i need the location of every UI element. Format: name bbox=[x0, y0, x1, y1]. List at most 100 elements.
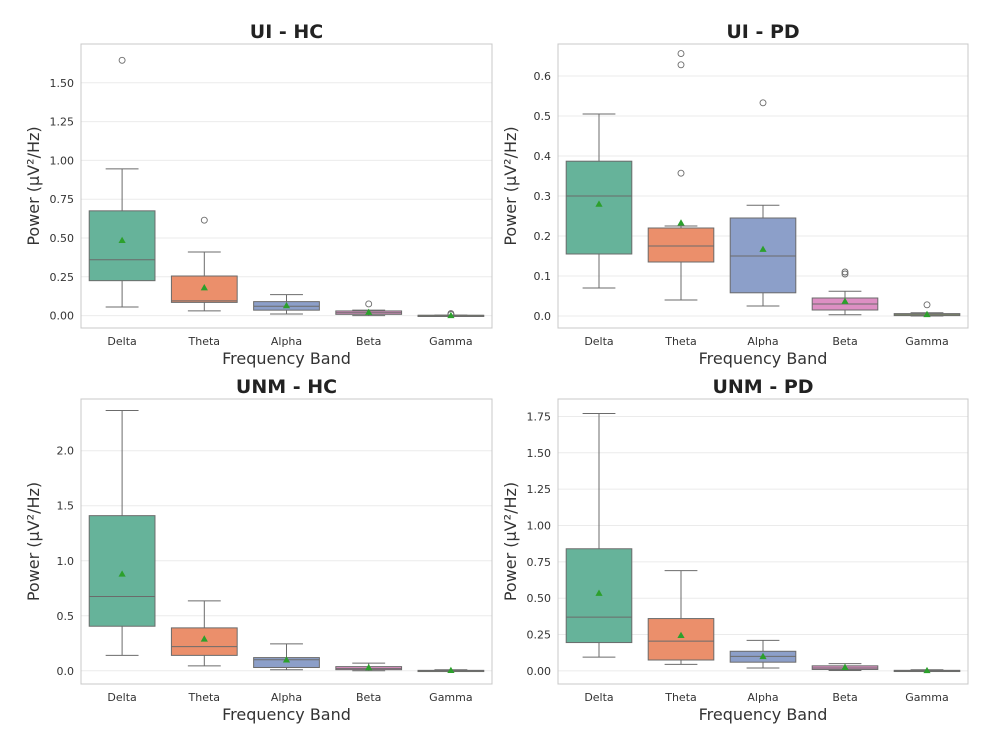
box-delta bbox=[88, 410, 156, 656]
mean-marker bbox=[595, 589, 603, 596]
mean-marker bbox=[595, 200, 603, 207]
outlier-point bbox=[677, 61, 685, 69]
mean-marker bbox=[841, 663, 849, 670]
x-tick-label: Alpha bbox=[271, 335, 302, 348]
x-tick-label: Gamma bbox=[429, 335, 472, 348]
box-alpha bbox=[729, 639, 797, 669]
x-tick-label: Gamma bbox=[905, 691, 948, 704]
outlier-point bbox=[841, 268, 849, 276]
box-alpha bbox=[253, 643, 320, 671]
y-tick-label: 1.25 bbox=[50, 116, 75, 129]
y-tick-label: 0.75 bbox=[50, 193, 75, 206]
y-axis-label: Power (μV²/Hz) bbox=[501, 482, 520, 601]
box-iqr bbox=[647, 618, 715, 661]
x-tick-label: Theta bbox=[664, 335, 697, 348]
subplot-title: UI - HC bbox=[250, 21, 323, 43]
x-tick-label: Beta bbox=[356, 335, 381, 348]
box-gamma bbox=[893, 666, 961, 674]
outlier-point bbox=[923, 301, 931, 309]
subplot-title: UNM - HC bbox=[236, 376, 337, 398]
y-tick-label: 1.50 bbox=[527, 447, 552, 460]
mean-marker bbox=[200, 635, 208, 642]
y-tick-label: 0.5 bbox=[57, 610, 75, 623]
outlier-point bbox=[200, 216, 208, 224]
box-theta bbox=[647, 570, 715, 665]
x-axis-label: Frequency Band bbox=[222, 705, 351, 724]
box-delta bbox=[565, 413, 633, 658]
mean-marker bbox=[200, 284, 208, 291]
box-beta bbox=[811, 663, 879, 671]
x-tick-label: Alpha bbox=[747, 691, 778, 704]
y-axis-label: Power (μV²/Hz) bbox=[24, 126, 43, 245]
x-tick-label: Theta bbox=[188, 335, 221, 348]
y-tick-label: 0.25 bbox=[527, 629, 552, 642]
x-axis-label: Frequency Band bbox=[699, 349, 828, 368]
subplot-1: 0.0 0.1 0.2 0.3 0.4 0.5 0.6 Delta Theta Alpha Beta… bbox=[501, 21, 969, 368]
x-tick-label: Theta bbox=[188, 691, 221, 704]
box-gamma bbox=[893, 301, 961, 318]
box-delta bbox=[88, 56, 156, 308]
box-gamma bbox=[417, 310, 485, 319]
y-tick-label: 0.6 bbox=[534, 70, 552, 83]
mean-marker bbox=[447, 666, 455, 674]
box-theta bbox=[170, 600, 238, 667]
y-tick-label: 0.3 bbox=[534, 190, 552, 203]
box-beta bbox=[335, 662, 403, 672]
mean-marker bbox=[365, 308, 373, 315]
box-iqr bbox=[170, 627, 238, 656]
plot-frame bbox=[80, 43, 493, 329]
x-axis-label: Frequency Band bbox=[222, 349, 351, 368]
y-tick-label: 0.1 bbox=[534, 270, 552, 283]
y-tick-label: 1.50 bbox=[50, 77, 75, 90]
outlier-point bbox=[365, 300, 373, 308]
outlier-point bbox=[677, 50, 685, 58]
mean-marker bbox=[841, 297, 849, 304]
x-tick-label: Gamma bbox=[429, 691, 472, 704]
x-tick-label: Gamma bbox=[905, 335, 948, 348]
x-tick-label: Alpha bbox=[271, 691, 302, 704]
mean-marker bbox=[923, 310, 931, 318]
mean-marker bbox=[282, 301, 291, 309]
y-tick-label: 0.25 bbox=[50, 271, 75, 284]
subplot-2: 0.0 0.5 1.0 1.5 2.0 Delta Theta Alpha Beta Gamma U… bbox=[24, 376, 493, 724]
subplot-3: 0.00 0.25 0.50 0.75 1.00 1.25 1.50 1.75 Delta The… bbox=[501, 376, 969, 724]
box-iqr bbox=[729, 217, 797, 294]
mean-marker bbox=[447, 311, 455, 319]
mean-marker bbox=[677, 219, 685, 226]
x-tick-label: Beta bbox=[356, 691, 381, 704]
y-tick-label: 1.75 bbox=[527, 410, 552, 423]
x-tick-label: Beta bbox=[832, 691, 857, 704]
mean-marker bbox=[759, 245, 767, 252]
x-axis-label: Frequency Band bbox=[699, 705, 828, 724]
mean-marker bbox=[677, 631, 685, 638]
subplot-0: 0.00 0.25 0.50 0.75 1.00 1.25 1.50 Delta Theta Al… bbox=[24, 21, 493, 368]
box-iqr bbox=[647, 227, 715, 263]
y-tick-label: 1.5 bbox=[57, 500, 75, 513]
mean-marker bbox=[365, 663, 373, 671]
y-tick-label: 0.50 bbox=[50, 232, 75, 245]
box-alpha bbox=[253, 294, 320, 315]
mean-marker bbox=[118, 570, 126, 577]
y-tick-label: 0.0 bbox=[57, 665, 75, 678]
outlier-point bbox=[841, 270, 849, 278]
box-delta bbox=[565, 113, 633, 289]
plot-frame bbox=[80, 398, 493, 685]
y-tick-label: 0.50 bbox=[527, 592, 552, 605]
box-alpha bbox=[729, 99, 797, 307]
mean-marker bbox=[923, 666, 931, 674]
y-tick-label: 1.0 bbox=[57, 555, 75, 568]
y-tick-label: 0.0 bbox=[534, 310, 552, 323]
box-theta bbox=[647, 50, 715, 301]
box-gamma bbox=[417, 666, 485, 674]
mean-marker bbox=[118, 236, 126, 244]
x-tick-label: Alpha bbox=[747, 335, 778, 348]
y-tick-label: 1.25 bbox=[527, 483, 552, 496]
mean-marker bbox=[759, 652, 767, 660]
y-tick-label: 1.00 bbox=[527, 520, 552, 533]
y-tick-label: 0.00 bbox=[50, 310, 75, 323]
y-tick-label: 0.5 bbox=[534, 110, 552, 123]
outlier-point bbox=[677, 169, 685, 177]
y-tick-label: 0.2 bbox=[534, 230, 552, 243]
y-axis-label: Power (μV²/Hz) bbox=[501, 126, 520, 245]
